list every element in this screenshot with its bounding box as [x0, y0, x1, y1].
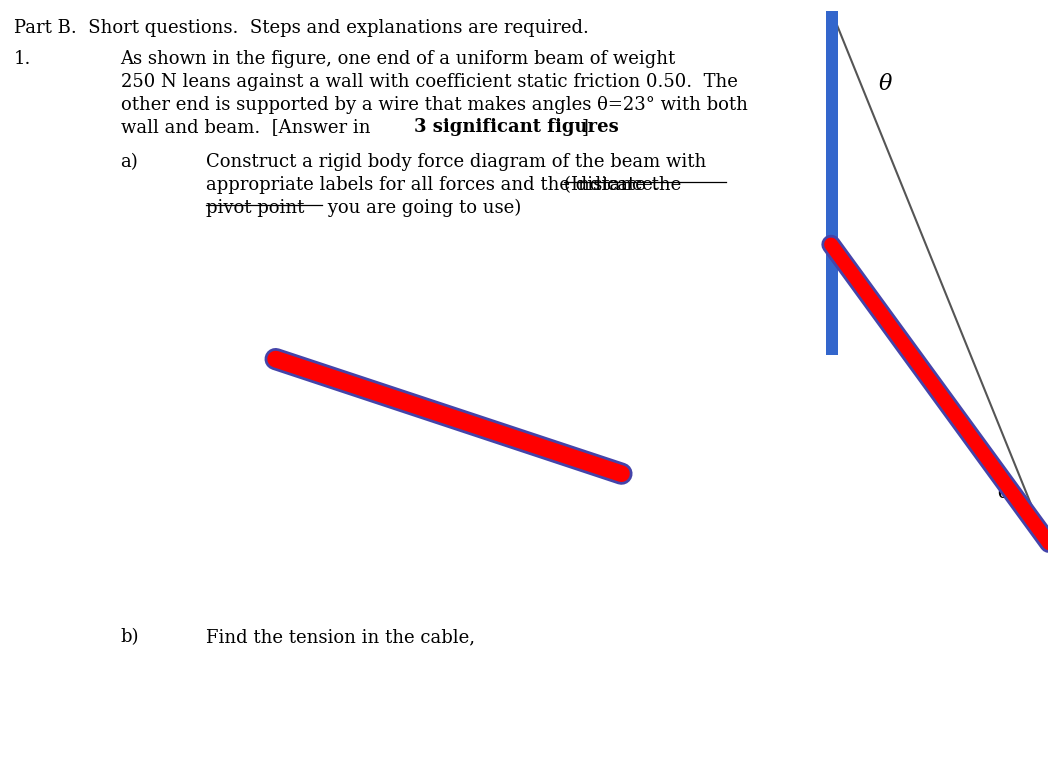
Text: 3 significant figures: 3 significant figures: [414, 118, 618, 137]
Text: As shown in the figure, one end of a uniform beam of weight: As shown in the figure, one end of a uni…: [121, 50, 676, 68]
Text: θ: θ: [878, 73, 892, 95]
Text: pivot point: pivot point: [206, 199, 305, 217]
Text: a): a): [121, 153, 138, 171]
Text: 250 N leans against a wall with coefficient static friction 0.50.  The: 250 N leans against a wall with coeffici…: [121, 73, 738, 91]
Text: wall and beam.  [Answer in: wall and beam. [Answer in: [121, 118, 376, 137]
Text: other end is supported by a wire that makes angles θ=23° with both: other end is supported by a wire that ma…: [121, 96, 747, 114]
Text: Construct a rigid body force diagram of the beam with: Construct a rigid body force diagram of …: [206, 153, 706, 171]
Text: 1.: 1.: [14, 50, 31, 68]
Text: θ: θ: [998, 481, 1011, 503]
Text: appropriate labels for all forces and the distance.: appropriate labels for all forces and th…: [206, 176, 671, 194]
Text: (Indicate the: (Indicate the: [564, 176, 681, 194]
FancyBboxPatch shape: [826, 11, 838, 355]
Text: ]: ]: [582, 118, 589, 137]
Text: you are going to use): you are going to use): [322, 199, 521, 217]
Text: Find the tension in the cable,: Find the tension in the cable,: [206, 628, 476, 646]
Text: b): b): [121, 628, 139, 646]
Text: Part B.  Short questions.  Steps and explanations are required.: Part B. Short questions. Steps and expla…: [14, 19, 589, 37]
